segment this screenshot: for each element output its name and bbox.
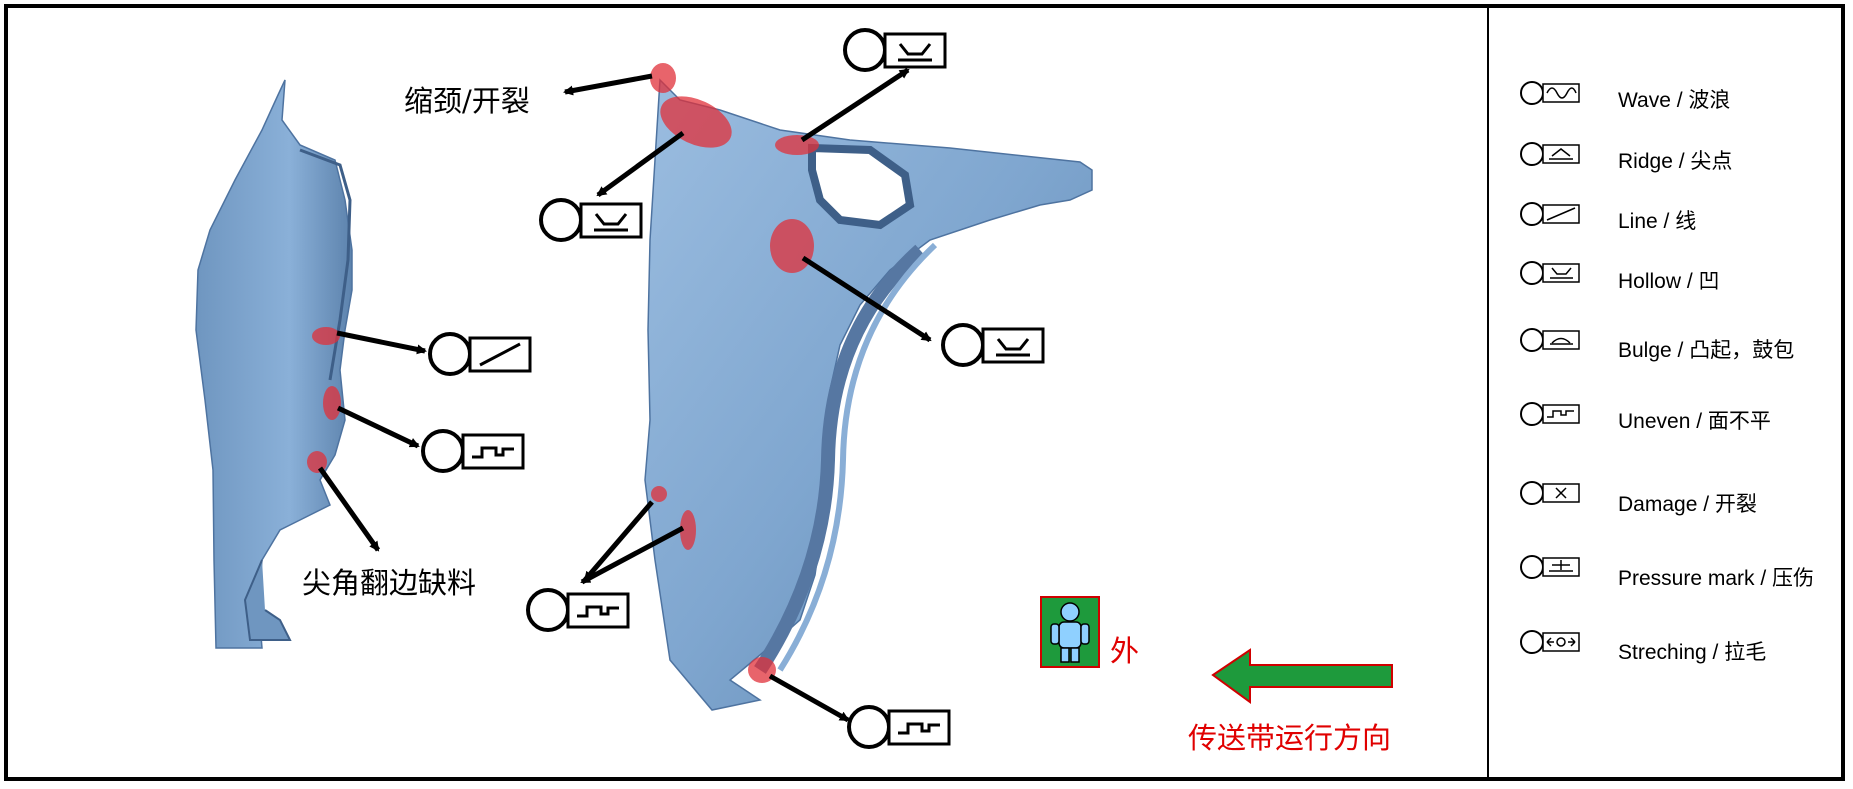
hollow-icon <box>1520 261 1580 285</box>
uneven-symbol <box>847 705 951 749</box>
legend-text: Ridge / 尖点 <box>1618 150 1733 173</box>
legend-text: Wave / 波浪 <box>1618 89 1731 112</box>
corner-flange-missing-label: 尖角翻边缺料 <box>302 566 477 600</box>
legend-text: Hollow / 凹 <box>1618 270 1720 293</box>
legend-text: Pressure mark / 压伤 <box>1618 567 1815 590</box>
streching-icon <box>1520 630 1580 654</box>
uneven-icon <box>1520 402 1580 426</box>
uneven-symbol <box>421 429 525 473</box>
legend-text: Uneven / 面不平 <box>1618 410 1771 433</box>
legend-item-damage: Damage / 开裂 <box>1518 484 1838 520</box>
wave-icon <box>1520 81 1580 105</box>
legend-text: Bulge / 凸起，鼓包 <box>1618 339 1795 362</box>
legend-item-streching: Streching / 拉毛 <box>1518 632 1838 668</box>
ridge-icon <box>1520 142 1580 166</box>
hollow-symbol <box>843 28 947 72</box>
legend-text: Line / 线 <box>1618 210 1697 233</box>
conveyor-direction-arrow <box>1211 648 1393 704</box>
line-icon <box>1520 202 1580 226</box>
legend-text: Streching / 拉毛 <box>1618 641 1767 664</box>
hollow-symbol <box>941 323 1045 367</box>
outside-label: 外 <box>1110 634 1140 668</box>
line-symbol <box>428 332 532 376</box>
legend-symbols <box>1520 81 1580 654</box>
legend-item-pressure-mark: Pressure mark / 压伤 <box>1518 558 1838 594</box>
pressure-mark-icon <box>1520 555 1580 579</box>
legend-item-hollow: Hollow / 凹 <box>1518 261 1838 297</box>
damage-icon <box>1520 481 1580 505</box>
conveyor-direction-label: 传送带运行方向 <box>1188 721 1392 755</box>
legend-item-ridge: Ridge / 尖点 <box>1518 141 1838 177</box>
legend-item-bulge: Bulge / 凸起，鼓包 <box>1518 330 1838 366</box>
legend-item-line: Line / 线 <box>1518 201 1838 237</box>
legend-item-uneven: Uneven / 面不平 <box>1518 401 1838 437</box>
legend-item-wave: Wave / 波浪 <box>1518 80 1838 116</box>
legend-divider <box>1487 4 1489 781</box>
person-icon <box>1040 596 1100 668</box>
legend-text: Damage / 开裂 <box>1618 493 1757 516</box>
hollow-symbol <box>539 198 643 242</box>
defect-arrows <box>317 67 932 723</box>
left-fender-panel <box>195 79 353 649</box>
right-fender-panel <box>644 78 1093 711</box>
necking-crack-label: 缩颈/开裂 <box>404 84 530 118</box>
drawing-frame <box>4 4 1845 781</box>
uneven-symbol <box>526 588 630 632</box>
bulge-icon <box>1520 328 1580 352</box>
